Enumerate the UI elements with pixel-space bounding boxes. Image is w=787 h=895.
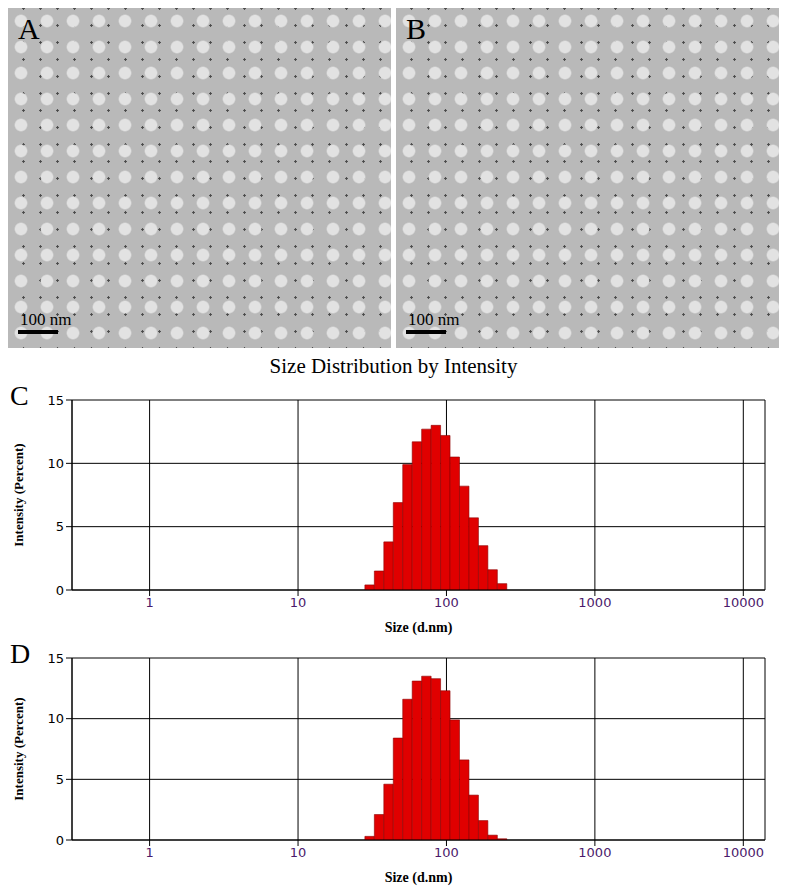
svg-text:1: 1 xyxy=(145,845,153,860)
svg-text:10: 10 xyxy=(47,456,64,471)
svg-text:Intensity (Percent): Intensity (Percent) xyxy=(11,443,26,546)
html-text:Size Distribution by Intensity: Size Distribution by Intensity xyxy=(269,354,518,378)
svg-text:5: 5 xyxy=(56,772,64,787)
html-text:C: C xyxy=(10,380,29,411)
html-text:B: B xyxy=(406,12,426,45)
svg-text:1: 1 xyxy=(145,595,153,610)
svg-text:5: 5 xyxy=(56,519,64,534)
html-text:A: A xyxy=(18,12,40,45)
svg-text:10: 10 xyxy=(290,595,307,610)
html-text:D: D xyxy=(10,638,31,669)
svg-text:Size (d.nm): Size (d.nm) xyxy=(385,870,453,886)
svg-text:15: 15 xyxy=(47,393,64,408)
svg-text:100: 100 xyxy=(434,595,459,610)
svg-text:10000: 10000 xyxy=(723,845,764,860)
svg-text:0: 0 xyxy=(56,833,64,848)
svg-text:10000: 10000 xyxy=(723,595,764,610)
svg-text:10: 10 xyxy=(47,711,64,726)
html-text:100 nm: 100 nm xyxy=(408,310,460,329)
svg-text:1000: 1000 xyxy=(578,845,611,860)
svg-text:Size (d.nm): Size (d.nm) xyxy=(385,620,453,636)
svg-text:10: 10 xyxy=(290,845,307,860)
html-text:100 nm: 100 nm xyxy=(20,310,72,329)
svg-text:1000: 1000 xyxy=(578,595,611,610)
svg-text:100: 100 xyxy=(434,845,459,860)
svg-text:Intensity (Percent): Intensity (Percent) xyxy=(11,697,26,800)
svg-text:0: 0 xyxy=(56,583,64,598)
svg-text:15: 15 xyxy=(47,651,64,666)
